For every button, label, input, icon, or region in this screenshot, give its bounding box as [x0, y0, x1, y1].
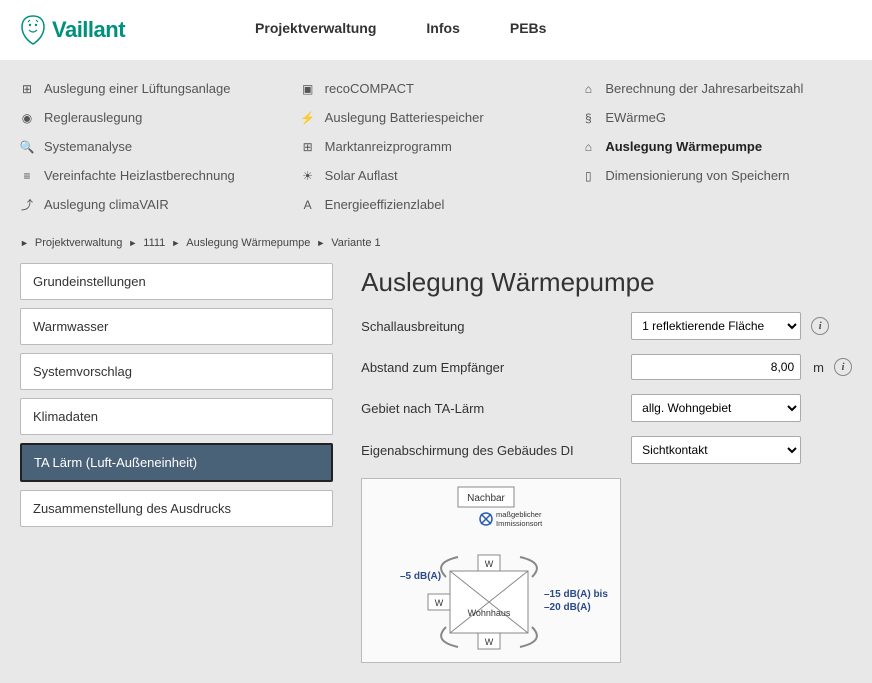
breadcrumb-separator: ► [20, 238, 29, 248]
mega-item[interactable]: ⤴ Auslegung climaVAIR [20, 190, 291, 219]
row-abstand: Abstand zum Empfänger m i [361, 354, 852, 380]
mega-item[interactable]: ⌂ Berechnung der Jahresarbeitszahl [581, 74, 852, 103]
svg-text:Wohnhaus: Wohnhaus [468, 608, 511, 618]
mega-item-label: Marktanreizprogramm [325, 139, 452, 154]
logo[interactable]: Vaillant [20, 15, 125, 45]
svg-text:Nachbar: Nachbar [467, 493, 505, 504]
mega-item[interactable]: ◉ Reglerauslegung [20, 103, 291, 132]
mega-menu: ⊞ Auslegung einer Lüftungsanlage ◉ Reglerau… [0, 60, 872, 229]
mega-item[interactable]: ⊞ Auslegung einer Lüftungsanlage [20, 74, 291, 103]
menu-icon: ⤴ [20, 198, 34, 212]
svg-text:–15 dB(A) bis: –15 dB(A) bis [544, 589, 608, 600]
mega-item-label: Auslegung Batteriespeicher [325, 110, 484, 125]
top-nav: Projektverwaltung Infos PEBs [255, 20, 546, 40]
svg-text:Immissionsort: Immissionsort [496, 519, 543, 528]
mega-item-label: recoCOMPACT [325, 81, 414, 96]
mega-item-label: Reglerauslegung [44, 110, 142, 125]
sidebar: Grundeinstellungen Warmwasser Systemvorsch… [20, 263, 333, 527]
menu-icon: § [581, 111, 595, 125]
breadcrumb: ► Projektverwaltung ► 1111 ► Auslegung Wärmep… [0, 229, 872, 263]
select-gebiet[interactable]: allg. Wohngebiet [631, 394, 801, 422]
mega-col-1: ⊞ Auslegung einer Lüftungsanlage ◉ Reglerau… [20, 74, 291, 219]
label-eigenabschirmung: Eigenabschirmung des Gebäudes DI [361, 443, 621, 458]
mega-item[interactable]: ▯ Dimensionierung von Speichern [581, 161, 852, 190]
menu-icon: ⌂ [581, 82, 595, 96]
noise-diagram: Nachbar maßgeblicherImmissionsort Wohnhaus… [361, 478, 621, 663]
info-icon[interactable]: i [811, 317, 829, 335]
mega-item-label: Dimensionierung von Speichern [605, 168, 789, 183]
mega-item-label: EWärmeG [605, 110, 666, 125]
mega-item[interactable]: ⌂ Auslegung Wärmepumpe [581, 132, 852, 161]
svg-text:–5 dB(A): –5 dB(A) [400, 571, 441, 582]
sidebar-item[interactable]: Systemvorschlag [20, 353, 333, 390]
mega-item-label: Auslegung Wärmepumpe [605, 139, 762, 154]
mega-col-3: ⌂ Berechnung der Jahresarbeitszahl § EWärme… [581, 74, 852, 219]
sidebar-item[interactable]: Klimadaten [20, 398, 333, 435]
content: Grundeinstellungen Warmwasser Systemvorsch… [0, 263, 872, 683]
mega-item-label: Vereinfachte Heizlastberechnung [44, 168, 235, 183]
breadcrumb-item[interactable]: Auslegung Wärmepumpe [186, 237, 310, 249]
mega-col-2: ▣ recoCOMPACT ⚡ Auslegung Batteriespeicher ⊞… [301, 74, 572, 219]
select-schallausbreitung[interactable]: 1 reflektierende Fläche [631, 312, 801, 340]
row-eigenabschirmung: Eigenabschirmung des Gebäudes DI Sichtko… [361, 436, 852, 464]
breadcrumb-separator: ► [316, 238, 325, 248]
sidebar-item[interactable]: Grundeinstellungen [20, 263, 333, 300]
svg-text:–20 dB(A): –20 dB(A) [544, 602, 591, 613]
sidebar-item[interactable]: TA Lärm (Luft-Außeneinheit) [20, 443, 333, 482]
row-schallausbreitung: Schallausbreitung 1 reflektierende Fläch… [361, 312, 852, 340]
breadcrumb-item[interactable]: 1111 [143, 237, 165, 249]
mega-item[interactable]: ⚡ Auslegung Batteriespeicher [301, 103, 572, 132]
select-eigenabschirmung[interactable]: Sichtkontakt [631, 436, 801, 464]
mega-item[interactable]: A Energieeffizienzlabel [301, 190, 572, 219]
menu-icon: ≡ [20, 169, 34, 183]
nav-projektverwaltung[interactable]: Projektverwaltung [255, 20, 376, 40]
svg-text:maßgeblicher: maßgeblicher [496, 510, 542, 519]
mega-item-label: Systemanalyse [44, 139, 132, 154]
nav-infos[interactable]: Infos [426, 20, 459, 40]
menu-icon: ⚡ [301, 111, 315, 125]
mega-item-label: Auslegung einer Lüftungsanlage [44, 81, 230, 96]
info-icon[interactable]: i [834, 358, 852, 376]
menu-icon: ◉ [20, 111, 34, 125]
mega-item-label: Energieeffizienzlabel [325, 197, 445, 212]
svg-text:W: W [435, 598, 444, 608]
row-gebiet: Gebiet nach TA-Lärm allg. Wohngebiet [361, 394, 852, 422]
nav-pebs[interactable]: PEBs [510, 20, 547, 40]
mega-item[interactable]: § EWärmeG [581, 103, 852, 132]
mega-item[interactable]: ☀ Solar Auflast [301, 161, 572, 190]
svg-text:W: W [485, 637, 494, 647]
label-abstand: Abstand zum Empfänger [361, 360, 621, 375]
menu-icon: ⊞ [301, 140, 315, 154]
menu-icon: 🔍 [20, 140, 34, 154]
menu-icon: ☀ [301, 169, 315, 183]
menu-icon: ▣ [301, 82, 315, 96]
main-panel: Auslegung Wärmepumpe Schallausbreitung 1… [361, 263, 852, 663]
label-gebiet: Gebiet nach TA-Lärm [361, 401, 621, 416]
page-title: Auslegung Wärmepumpe [361, 267, 852, 298]
breadcrumb-separator: ► [128, 238, 137, 248]
mega-item[interactable]: 🔍 Systemanalyse [20, 132, 291, 161]
input-abstand[interactable] [631, 354, 801, 380]
label-schallausbreitung: Schallausbreitung [361, 319, 621, 334]
breadcrumb-item[interactable]: Variante 1 [331, 237, 380, 249]
mega-item-label: Berechnung der Jahresarbeitszahl [605, 81, 803, 96]
sidebar-item[interactable]: Warmwasser [20, 308, 333, 345]
mega-item[interactable]: ≡ Vereinfachte Heizlastberechnung [20, 161, 291, 190]
logo-icon [20, 15, 46, 45]
svg-text:W: W [485, 559, 494, 569]
breadcrumb-item[interactable]: Projektverwaltung [35, 237, 122, 249]
unit-abstand: m [813, 360, 824, 375]
menu-icon: ▯ [581, 169, 595, 183]
mega-item[interactable]: ▣ recoCOMPACT [301, 74, 572, 103]
menu-icon: ⌂ [581, 140, 595, 154]
mega-item-label: Solar Auflast [325, 168, 398, 183]
header: Vaillant Projektverwaltung Infos PEBs [0, 0, 872, 60]
sidebar-item[interactable]: Zusammenstellung des Ausdrucks [20, 490, 333, 527]
menu-icon: ⊞ [20, 82, 34, 96]
breadcrumb-separator: ► [171, 238, 180, 248]
mega-item-label: Auslegung climaVAIR [44, 197, 169, 212]
mega-item[interactable]: ⊞ Marktanreizprogramm [301, 132, 572, 161]
logo-text: Vaillant [52, 17, 125, 43]
menu-icon: A [301, 198, 315, 212]
